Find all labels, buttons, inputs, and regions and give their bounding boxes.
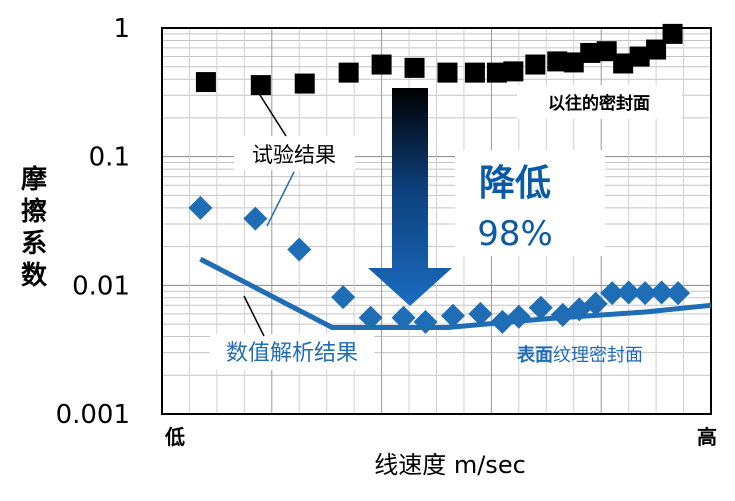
x-tick-high: 高	[697, 425, 717, 449]
data-point-test	[243, 206, 268, 231]
data-point-conventional	[563, 52, 584, 73]
data-point-test	[506, 304, 531, 329]
plot-frame	[161, 27, 712, 415]
data-point-test	[666, 281, 691, 306]
data-point-conventional	[195, 72, 216, 93]
data-point-test	[331, 285, 356, 310]
label-textured-surface-rest: 纹理密封面	[553, 345, 643, 366]
label-conventional-surface: 以往的密封面	[548, 93, 650, 114]
y-axis-label-char: 摩	[21, 164, 47, 195]
label-reduction-value: 98%	[477, 214, 553, 254]
y-axis-label-char: 数	[21, 261, 48, 291]
data-point-conventional	[646, 39, 667, 60]
x-axis-label: 线速度 m/sec	[374, 451, 526, 479]
leader-line-test-to-squares	[257, 91, 287, 137]
data-point-conventional	[629, 46, 650, 67]
data-point-conventional	[371, 54, 392, 75]
data-point-test	[287, 237, 312, 262]
x-tick-low: 低	[164, 425, 185, 449]
label-bg-conventional	[517, 85, 682, 119]
y-tick-label: 0.01	[72, 271, 130, 301]
y-axis-label-char: 擦	[21, 196, 47, 227]
label-bg-numerical	[210, 334, 374, 370]
data-point-test	[440, 303, 465, 328]
leader-line-numerical	[243, 295, 265, 337]
data-point-test	[583, 291, 608, 316]
data-point-test	[468, 301, 493, 326]
data-point-test	[391, 305, 416, 330]
data-point-test	[358, 305, 383, 330]
leader-line-test-to-diamonds	[266, 171, 295, 227]
y-axis-label-char: 系	[21, 229, 47, 259]
data-point-conventional	[338, 62, 359, 83]
data-point-test	[188, 195, 213, 220]
data-point-conventional	[596, 41, 617, 62]
y-axis-ticks: 1 0.1 0.01 0.001	[56, 14, 130, 430]
label-reduction: 降低	[479, 163, 551, 204]
data-point-conventional	[294, 73, 315, 94]
reduction-arrow	[368, 88, 452, 306]
data-point-conventional	[250, 75, 271, 96]
label-textured-surface-bold: 表面	[517, 344, 553, 366]
label-bg-reduction	[455, 150, 605, 256]
data-point-test	[633, 281, 658, 306]
data-point-test	[600, 281, 625, 306]
data-point-test	[616, 280, 641, 305]
data-point-conventional	[404, 57, 425, 78]
data-point-conventional	[486, 62, 507, 83]
y-tick-label: 0.1	[89, 143, 130, 173]
data-point-conventional	[464, 62, 485, 83]
label-test-results: 试验结果	[252, 143, 336, 167]
y-tick-label: 1	[113, 14, 130, 44]
data-point-conventional	[580, 42, 601, 63]
data-point-test	[528, 295, 553, 320]
data-point-test	[413, 309, 438, 334]
y-axis-label: 摩 擦 系 数	[21, 164, 48, 291]
data-point-conventional	[437, 62, 458, 83]
data-point-conventional	[613, 53, 634, 74]
y-tick-label: 0.001	[56, 400, 130, 430]
label-textured-surface: 表面纹理密封面	[517, 344, 643, 366]
label-bg-test	[234, 136, 355, 170]
data-point-conventional	[503, 61, 524, 82]
series-layer	[188, 23, 712, 334]
data-point-conventional	[525, 54, 546, 75]
label-numerical-results: 数值解析结果	[226, 341, 358, 366]
data-point-test	[649, 280, 674, 305]
data-point-conventional	[662, 23, 683, 44]
data-point-conventional	[547, 51, 568, 72]
